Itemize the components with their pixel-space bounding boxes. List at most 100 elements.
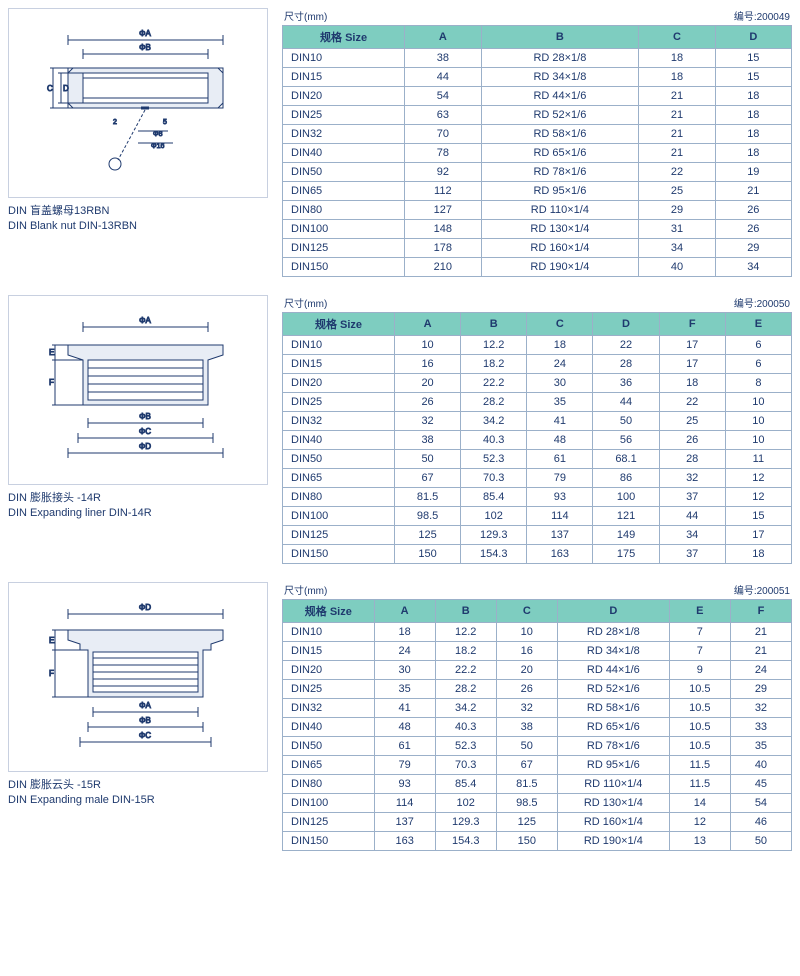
cell: 81.5 [496,775,557,794]
product-caption: DIN 膨胀接头 -14R DIN Expanding liner DIN-14… [8,491,268,522]
cell: 46 [730,813,791,832]
cell: 22.2 [435,661,496,680]
cell: RD 78×1/6 [557,737,669,756]
cell: 18 [659,374,725,393]
col-header: 规格 Size [283,313,395,336]
cell: 129.3 [435,813,496,832]
cell: DIN65 [283,469,395,488]
table-row: DIN10011410298.5RD 130×1/41454 [283,794,792,813]
cell: 36 [593,374,659,393]
col-header: B [435,600,496,623]
cell: RD 28×1/8 [481,49,639,68]
table-row: DIN404840.338RD 65×1/610.533 [283,718,792,737]
cell: 11.5 [669,756,730,775]
svg-text:ΦA: ΦA [139,316,151,325]
cell: 61 [374,737,435,756]
cell: 18 [725,545,791,564]
cell: DIN65 [283,756,375,775]
cell: 70 [405,125,481,144]
cell: DIN125 [283,813,375,832]
cell: 40 [639,258,715,277]
cell: 16 [496,642,557,661]
cell: 52.3 [435,737,496,756]
cell: 48 [527,431,593,450]
cell: DIN40 [283,431,395,450]
cell: 21 [639,144,715,163]
cell: RD 44×1/6 [481,87,639,106]
col-header: A [405,26,481,49]
caption-zh: DIN 膨胀云头 -15R [8,778,268,793]
cell: DIN20 [283,87,405,106]
cell: 37 [659,488,725,507]
cell: DIN20 [283,661,375,680]
svg-text:ΦB: ΦB [139,716,151,725]
cell: 31 [639,220,715,239]
cell: RD 34×1/8 [557,642,669,661]
cell: 63 [405,106,481,125]
cell: DIN100 [283,794,375,813]
cell: DIN25 [283,393,395,412]
cell: 18 [715,87,791,106]
cell: DIN32 [283,125,405,144]
spec-table: 规格 SizeABCDDIN1038RD 28×1/81815DIN1544RD… [282,25,792,277]
cell: 12 [725,488,791,507]
svg-text:F: F [49,378,54,387]
cell: 22 [593,336,659,355]
table-row: DIN253528.226RD 52×1/610.529 [283,680,792,699]
cell: DIN150 [283,832,375,851]
cell: 40.3 [461,431,527,450]
col-header: A [394,313,460,336]
spec-table: 规格 SizeABCDEFDIN101812.210RD 28×1/8721DI… [282,599,792,851]
table-row: DIN657970.367RD 95×1/611.540 [283,756,792,775]
caption-zh: DIN 盲盖螺母13RBN [8,204,268,219]
cell: 137 [527,526,593,545]
cell: DIN150 [283,545,395,564]
cell: 35 [730,737,791,756]
cell: DIN50 [283,450,395,469]
cell: 29 [730,680,791,699]
svg-text:ΦA: ΦA [139,701,151,710]
col-header: F [659,313,725,336]
col-header: F [730,600,791,623]
cell: 32 [659,469,725,488]
cell: 148 [405,220,481,239]
cell: DIN15 [283,68,405,87]
col-header: D [715,26,791,49]
cell: 163 [374,832,435,851]
table-row: DIN100148RD 130×1/43126 [283,220,792,239]
cell: 150 [394,545,460,564]
cell: 10 [394,336,460,355]
cell: 28.2 [461,393,527,412]
cell: 79 [527,469,593,488]
cell: DIN15 [283,642,375,661]
cell: 129.3 [461,526,527,545]
cell: 25 [639,182,715,201]
diagram-box: ΦD E F ΦA ΦB ΦC [8,582,268,772]
cell: 34.2 [461,412,527,431]
cell: DIN40 [283,718,375,737]
cell: 93 [374,775,435,794]
product-section: ΦA ΦB C D 5 2 Φ8 Φ16 DIN [8,8,792,277]
cell: 54 [730,794,791,813]
code-label: 编号:200049 [734,8,790,23]
table-row: DIN5092RD 78×1/62219 [283,163,792,182]
cell: 18 [715,106,791,125]
cell: 50 [593,412,659,431]
table-row: DIN323234.241502510 [283,412,792,431]
cell: 26 [715,220,791,239]
cell: 12.2 [435,623,496,642]
cell: 12 [725,469,791,488]
cell: 178 [405,239,481,258]
cell: 85.4 [461,488,527,507]
cell: 52.3 [461,450,527,469]
table-row: DIN80127RD 110×1/42926 [283,201,792,220]
cell: 20 [496,661,557,680]
cell: 38 [394,431,460,450]
table-row: DIN65112RD 95×1/62521 [283,182,792,201]
cell: DIN10 [283,336,395,355]
cell: RD 130×1/4 [481,220,639,239]
cell: 50 [394,450,460,469]
cell: DIN125 [283,239,405,258]
cell: 81.5 [394,488,460,507]
col-header: E [725,313,791,336]
